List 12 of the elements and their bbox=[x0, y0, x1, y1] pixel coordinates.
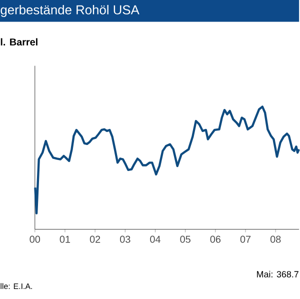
x-tick-label: 05 bbox=[180, 236, 190, 243]
x-tick-label: 07 bbox=[240, 236, 251, 243]
x-tick-label: 06 bbox=[210, 236, 221, 243]
text: Mai: 368.7 bbox=[257, 270, 298, 278]
chart-title: gerbestände Rohöl USA bbox=[0, 4, 140, 17]
x-tick-label: 08 bbox=[270, 236, 281, 243]
x-tick-label: 02 bbox=[90, 236, 100, 243]
x-tick-label: 03 bbox=[120, 236, 130, 243]
chart-subtitle: l. Barrel bbox=[0, 38, 38, 46]
x-tick-label: 00 bbox=[30, 236, 40, 243]
x-tick-label: 01 bbox=[60, 236, 70, 243]
x-tick-label: 04 bbox=[150, 236, 160, 243]
